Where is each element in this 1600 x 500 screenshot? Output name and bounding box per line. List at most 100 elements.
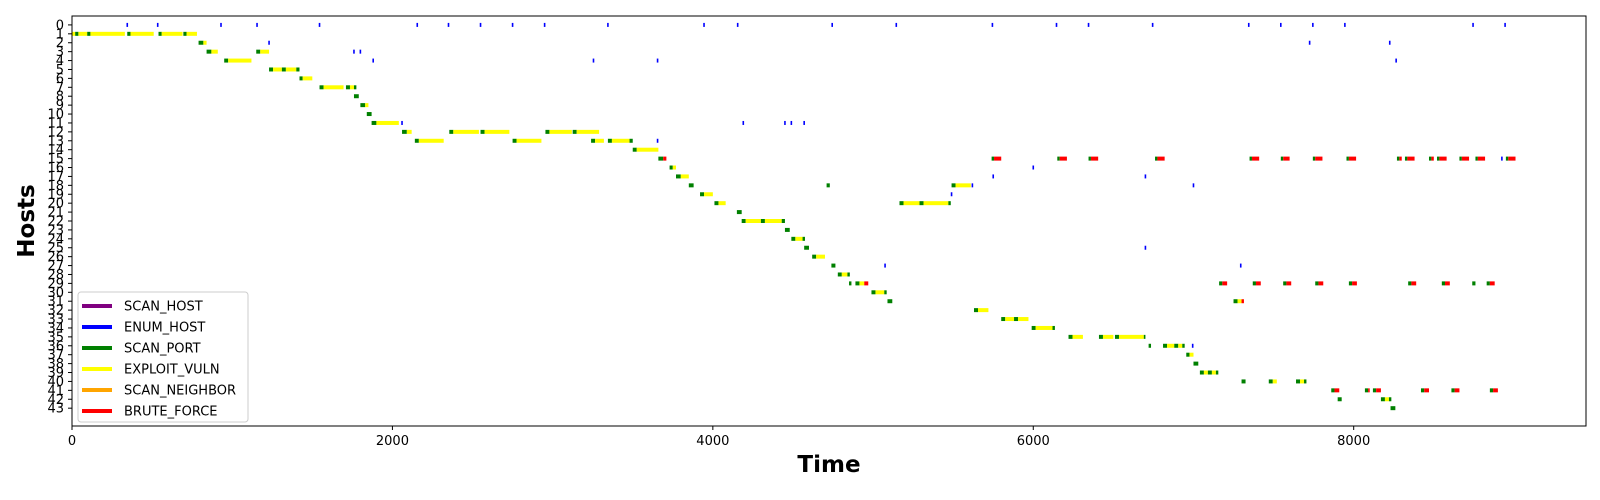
event-bar-exploit-vuln	[764, 219, 782, 223]
event-bar-scan-port	[1404, 156, 1408, 161]
event-bar-scan-port	[449, 129, 454, 134]
event-bar-brute-force	[1334, 388, 1340, 393]
y-tick-label: 21	[47, 206, 64, 221]
event-bar-scan-port	[760, 219, 765, 223]
event-bar-exploit-vuln	[376, 120, 399, 125]
y-tick-label: 10	[47, 108, 64, 123]
x-axis-title: Time	[797, 452, 860, 478]
event-bar-scan-port	[1388, 397, 1392, 402]
x-tick-label: 4000	[696, 434, 729, 449]
event-bar-enum-host	[156, 22, 159, 27]
event-bar-scan-port	[1337, 397, 1342, 402]
event-bar-exploit-vuln	[875, 290, 885, 295]
event-bar-brute-force	[1477, 156, 1486, 161]
x-tick-label: 8000	[1337, 434, 1370, 449]
event-bar-enum-host	[991, 22, 994, 27]
y-tick-label: 19	[47, 188, 64, 203]
event-bar-scan-port	[1348, 281, 1353, 286]
event-bar-scan-port	[414, 138, 419, 143]
y-tick-label: 36	[47, 339, 64, 354]
event-bar-scan-port	[919, 201, 924, 206]
event-bar-enum-host	[1192, 183, 1195, 188]
event-bar-scan-port	[1505, 156, 1509, 161]
event-bar-scan-port	[837, 272, 842, 277]
event-bar-scan-port	[1420, 388, 1425, 393]
y-tick-label: 2	[56, 36, 64, 51]
event-bar-scan-port	[366, 112, 372, 117]
event-bar-exploit-vuln	[680, 174, 689, 179]
event-bar-exploit-vuln	[1035, 325, 1053, 330]
event-bar-brute-force	[1222, 281, 1228, 286]
y-tick-label: 7	[56, 81, 64, 96]
event-bar-scan-port	[1283, 281, 1287, 286]
event-bar-scan-port	[299, 76, 303, 81]
event-bar-scan-port	[948, 201, 951, 206]
event-bar-scan-port	[371, 120, 377, 125]
event-bar-scan-port	[951, 183, 956, 188]
event-bar-exploit-vuln	[203, 40, 207, 45]
event-bar-exploit-vuln	[273, 67, 282, 72]
event-bar-exploit-vuln	[745, 219, 761, 223]
event-bar-exploit-vuln	[516, 138, 542, 143]
event-bar-scan-port	[1148, 343, 1152, 348]
y-tick-label: 31	[47, 295, 64, 310]
y-tick-label: 4	[56, 54, 64, 69]
event-bar-exploit-vuln	[349, 85, 354, 90]
y-tick-label: 8	[56, 90, 64, 105]
event-bar-exploit-vuln	[1237, 299, 1242, 304]
event-bar-enum-host	[220, 22, 222, 27]
event-bar-brute-force	[1376, 388, 1381, 393]
event-bar-scan-port	[1304, 379, 1307, 384]
event-bar-brute-force	[1315, 156, 1323, 161]
event-bar-scan-port	[714, 201, 719, 206]
event-bar-exploit-vuln	[211, 49, 218, 54]
event-bar-scan-port	[991, 156, 995, 161]
event-bar-scan-port	[1380, 397, 1385, 402]
event-bar-scan-port	[781, 219, 785, 223]
event-bar-scan-port	[1428, 156, 1432, 161]
y-tick-label: 0	[56, 18, 64, 33]
event-bar-exploit-vuln	[228, 58, 252, 63]
event-bar-exploit-vuln	[672, 165, 676, 170]
event-bar-scan-port	[256, 49, 261, 54]
event-bar-exploit-vuln	[323, 85, 344, 90]
event-bar-scan-port	[1186, 352, 1190, 357]
event-bar-scan-port	[1174, 343, 1179, 348]
event-bar-enum-host	[126, 22, 129, 27]
y-tick-label: 1	[56, 27, 64, 42]
event-bar-exploit-vuln	[418, 138, 444, 143]
event-bar-enum-host	[950, 192, 953, 197]
y-tick-label: 17	[47, 170, 64, 185]
event-bar-enum-host	[256, 22, 258, 27]
event-bar-scan-port	[1296, 379, 1301, 384]
y-tick-label: 35	[47, 330, 64, 345]
event-bar-scan-port	[1098, 334, 1103, 339]
event-bar-scan-port	[353, 85, 357, 90]
event-bar-scan-port	[572, 129, 577, 134]
event-bar-enum-host	[1312, 22, 1314, 27]
event-bar-scan-port	[198, 40, 204, 45]
event-bar-scan-port	[1001, 317, 1006, 322]
event-bar-brute-force	[1399, 156, 1402, 161]
event-bar-scan-port	[1280, 156, 1284, 161]
event-bar-scan-port	[345, 85, 350, 90]
y-tick-label: 13	[47, 134, 64, 149]
event-bar-enum-host	[1239, 263, 1242, 268]
event-bar-enum-host	[511, 22, 514, 27]
event-bar-brute-force	[1241, 299, 1244, 304]
event-bar-brute-force	[1255, 281, 1261, 286]
event-bar-exploit-vuln	[611, 138, 630, 143]
event-bar-exploit-vuln	[302, 76, 313, 81]
event-bar-enum-host	[372, 58, 374, 63]
event-bar-scan-port	[1396, 156, 1400, 161]
event-bars	[72, 22, 1516, 411]
event-bar-brute-force	[994, 156, 1002, 161]
event-bar-scan-port	[360, 103, 366, 108]
event-bar-exploit-vuln	[978, 308, 989, 313]
event-bar-scan-port	[1390, 406, 1396, 411]
event-bar-brute-force	[1283, 156, 1290, 161]
event-bar-scan-port	[1163, 343, 1168, 348]
y-tick-label: 25	[47, 241, 64, 256]
event-bar-enum-host	[1344, 22, 1346, 27]
event-bar-exploit-vuln	[484, 129, 510, 134]
